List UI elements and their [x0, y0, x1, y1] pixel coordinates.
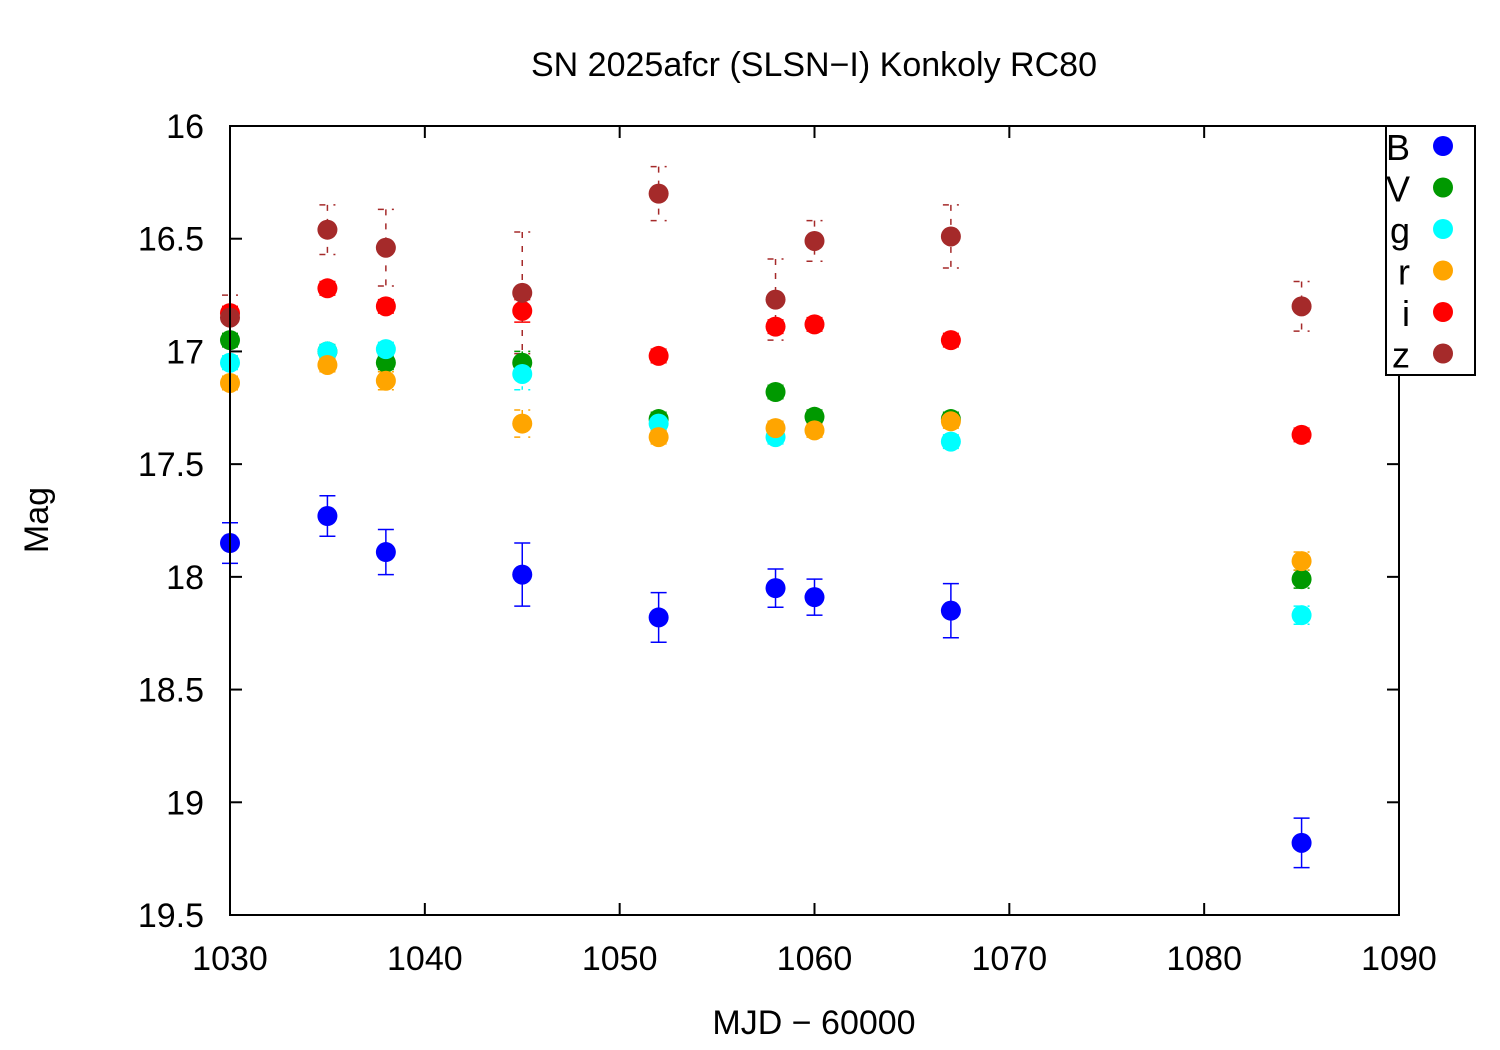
- data-point-i: [765, 316, 786, 337]
- error-bar-z: [319, 204, 336, 256]
- data-point-r: [648, 427, 669, 448]
- data-point-V: [1291, 569, 1312, 590]
- y-tick-label: 18: [166, 559, 204, 597]
- data-point-r: [765, 418, 786, 439]
- data-point-g: [512, 363, 533, 384]
- error-bar-z: [1293, 280, 1310, 332]
- legend-marker-B: [1433, 136, 1453, 156]
- data-point-r: [1291, 551, 1312, 572]
- data-point-B: [804, 587, 825, 608]
- legend-label-r: r: [1398, 252, 1410, 293]
- data-point-z: [1291, 296, 1312, 317]
- chart-title: SN 2025afcr (SLSN−I) Konkoly RC80: [531, 46, 1097, 84]
- data-point-r: [512, 413, 533, 434]
- x-tick-label: 1040: [387, 940, 463, 978]
- plot-frame: [229, 125, 1400, 916]
- x-tick-label: 1080: [1166, 940, 1242, 978]
- legend-label-i: i: [1402, 293, 1410, 334]
- data-point-B: [317, 505, 338, 526]
- data-point-B: [765, 578, 786, 599]
- legend-marker-i: [1433, 302, 1453, 322]
- data-point-g: [375, 339, 396, 360]
- y-tick-label: 16.5: [138, 221, 204, 259]
- legend-label-z: z: [1392, 335, 1410, 376]
- data-point-i: [375, 296, 396, 317]
- x-tick-label: 1060: [777, 940, 853, 978]
- data-point-B: [648, 607, 669, 628]
- data-point-i: [317, 278, 338, 299]
- legend-marker-V: [1433, 177, 1453, 198]
- data-point-r: [940, 411, 961, 432]
- data-point-i: [804, 314, 825, 335]
- data-point-z: [317, 219, 338, 240]
- y-tick-label: 17: [166, 333, 204, 371]
- data-point-z: [765, 289, 786, 310]
- data-point-B: [1291, 832, 1312, 853]
- legend-box: [1385, 125, 1476, 376]
- data-point-i: [940, 330, 961, 351]
- legend-label-B: B: [1386, 127, 1410, 168]
- legend-marker-g: [1433, 219, 1453, 239]
- data-point-i: [512, 300, 533, 321]
- data-point-r: [317, 354, 338, 375]
- error-bar-z: [767, 258, 784, 341]
- data-point-V: [765, 382, 786, 403]
- data-point-B: [375, 542, 396, 563]
- x-tick-label: 1070: [972, 940, 1048, 978]
- data-point-B: [512, 564, 533, 585]
- x-axis-label: MJD − 60000: [712, 1004, 915, 1042]
- data-point-g: [940, 431, 961, 452]
- x-tick-label: 1090: [1361, 940, 1437, 978]
- legend-marker-r: [1433, 260, 1453, 281]
- data-point-r: [375, 370, 396, 391]
- data-point-B: [940, 600, 961, 621]
- y-tick-label: 16: [166, 108, 204, 146]
- data-point-z: [804, 230, 825, 251]
- y-tick-label: 18.5: [138, 672, 204, 710]
- legend-label-V: V: [1386, 169, 1410, 210]
- data-point-r: [804, 420, 825, 441]
- error-bar-z: [650, 165, 667, 222]
- y-tick-label: 17.5: [138, 446, 204, 484]
- y-tick-label: 19: [166, 784, 204, 822]
- data-point-z: [648, 183, 669, 204]
- error-bar-z: [377, 208, 394, 287]
- x-tick-label: 1030: [192, 940, 268, 978]
- data-point-z: [375, 237, 396, 258]
- data-point-g: [1291, 605, 1312, 626]
- data-point-z: [940, 226, 961, 247]
- y-axis-label: Mag: [18, 487, 56, 553]
- error-bar-z: [806, 219, 823, 263]
- legend-label-g: g: [1390, 210, 1410, 251]
- data-point-z: [512, 282, 533, 303]
- x-tick-label: 1050: [582, 940, 658, 978]
- data-point-i: [1291, 424, 1312, 445]
- data-point-i: [648, 345, 669, 366]
- y-tick-label: 19.5: [138, 897, 204, 935]
- legend-marker-z: [1433, 343, 1453, 364]
